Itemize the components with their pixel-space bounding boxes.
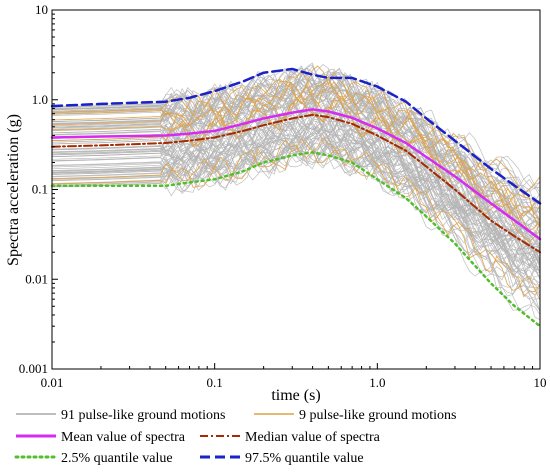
series-2-5-quantile-value (50, 151, 542, 328)
series-median-value-of-spectra (51, 113, 541, 254)
record-lines (51, 62, 541, 321)
record-trace (51, 84, 541, 265)
x-tick-label: 0.01 (41, 375, 64, 390)
x-tick-label: 10 (534, 375, 547, 390)
legend-label-q25: 2.5% quantile value (61, 451, 173, 466)
legend-label-orange-records: 9 pulse-like ground motions (299, 408, 457, 423)
record-trace (51, 78, 541, 213)
record-trace (51, 110, 541, 275)
series-mean-value-of-spectra (50, 108, 542, 241)
record-trace (51, 80, 541, 220)
legend-label-q975: 97.5% quantile value (245, 451, 364, 466)
record-trace (51, 82, 541, 269)
record-trace (51, 117, 541, 247)
record-trace (51, 70, 541, 197)
record-trace (51, 113, 541, 237)
record-trace (51, 114, 541, 278)
record-trace (51, 75, 541, 221)
y-tick-label: 1.0 (32, 92, 48, 107)
record-trace (51, 136, 541, 301)
y-tick-label: 0.1 (32, 182, 48, 197)
x-tick-label: 1.0 (369, 375, 385, 390)
legend-label-gray-records: 91 pulse-like ground motions (61, 408, 226, 423)
legend-label-median: Median value of spectra (245, 430, 381, 445)
record-trace (51, 85, 541, 226)
record-trace (51, 104, 541, 288)
y-tick-label: 0.01 (25, 271, 48, 286)
x-axis-title: time (s) (271, 387, 320, 404)
series-97-5-quantile-value (50, 67, 542, 205)
record-trace (51, 69, 541, 211)
record-trace (51, 98, 541, 217)
legend: 91 pulse-like ground motions 9 pulse-lik… (14, 408, 457, 466)
record-trace (51, 137, 541, 298)
record-trace (51, 65, 541, 193)
y-tick-label: 10 (35, 2, 48, 17)
record-trace (51, 142, 541, 264)
y-axis-title: Spectra acceleration (g) (5, 114, 22, 266)
y-tick-label: 0.001 (19, 361, 48, 376)
record-trace (51, 88, 541, 238)
x-tick-label: 0.1 (207, 375, 223, 390)
record-trace (51, 133, 541, 272)
record-trace (51, 109, 541, 260)
statistic-lines (50, 67, 542, 328)
legend-label-mean: Mean value of spectra (61, 430, 186, 445)
